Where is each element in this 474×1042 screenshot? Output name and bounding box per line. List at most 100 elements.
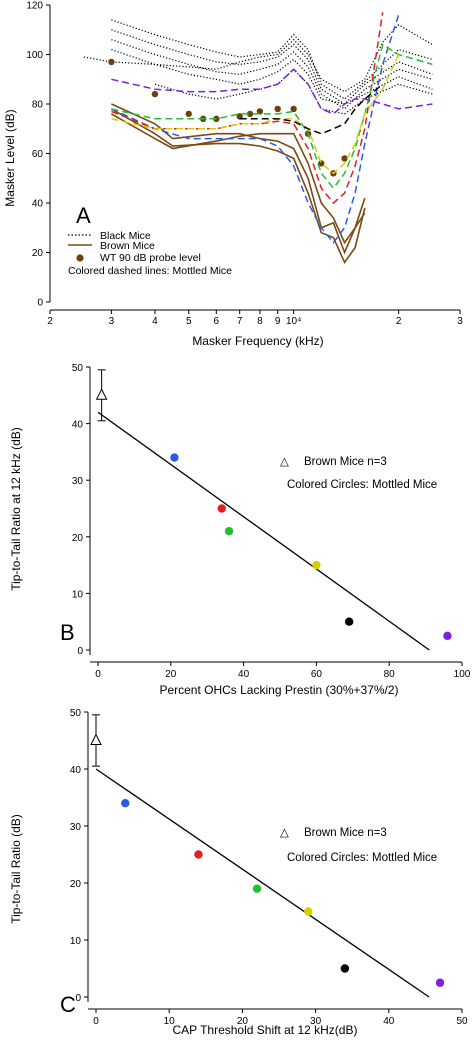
panel-b-y-tick-label: 10 [72,589,84,600]
panel-c-chart: 0 10 20 30 40 50 0 10 20 30 40 50 C △ Brown Mice n=… [9,708,468,1037]
panel-a-series-line-brown-6 [111,103,366,255]
legend-wt-probe-label: WT 90 dB probe level [100,252,201,264]
panel-b-y-tick-label: 0 [77,646,83,657]
panel-a-axes: 0 20 40 60 80 100 120 2 3 4 5 6 7 8 9 10⁴ 2 3 [26,1,463,328]
panel-a-wt-point [341,155,348,162]
panel-a-wt-point [151,90,159,98]
panel-c-mottled-point [340,964,350,973]
panel-a-x-tick-label: 6 [214,316,220,327]
panel-b-y-tick-label: 50 [72,363,84,374]
panel-b-x-tick-label: 40 [238,669,250,680]
panel-a-y-tick-label: 100 [26,50,43,61]
panel-b-xlabel: Percent OHCs Lacking Prestin (30%+37%/2) [159,683,398,697]
panel-c-x-tick-label: 30 [310,1016,322,1027]
panel-b-y-tick-label: 30 [72,476,84,487]
panel-c-mottled-point [435,978,445,987]
panel-c-marks [90,714,445,998]
panel-a-x-tick-label: 3 [457,316,463,327]
panel-a-y-tick-label: 0 [37,298,43,309]
panel-a-legend: Black Mice Brown Mice WT 90 dB probe lev… [68,230,232,277]
panel-a-series-line-brown-8 [111,113,366,245]
panel-a-y-tick-label: 20 [32,248,44,259]
panel-a-x-tick-label: 7 [237,316,243,327]
panel-a-series-line-black-2 [111,29,433,105]
panel-c-mottled-point [304,907,313,916]
panel-b-mottled-point [217,504,226,513]
panel-a-y-tick-label: 120 [26,1,43,12]
panel-b-ylabel: Tip-to-Tail Ratio at 12 kHz (dB) [9,427,23,591]
panel-c-ylabel: Tip-to-Tail Ratio (dB) [9,814,23,924]
panel-a-xlabel: Masker Frequency (kHz) [192,334,323,348]
panel-c-legend-brown: Brown Mice n=3 [304,827,387,839]
panel-a-series-line-mottled-10 [111,14,400,244]
panel-b-letter: B [60,620,75,645]
panel-a-wt-point [246,110,254,118]
panel-c-brown-triangle-point [90,733,102,745]
panel-b-x-tick-label: 100 [454,669,471,680]
panel-a-wt-point [290,105,297,113]
panel-a-x-tick-label: 9 [275,316,281,327]
panel-a-wt-point [236,113,243,120]
panel-a-series-line-black-3 [111,39,433,110]
panel-a-chart: 0 20 40 60 80 100 120 2 3 4 5 6 7 8 9 10⁴ 2 3 A Black Mic… [3,1,463,349]
legend-mottled-note: Colored dashed lines: Mottled Mice [68,265,232,277]
panel-b-legend-brown: Brown Mice n=3 [304,456,387,468]
panel-a-series-line-mottled-15 [111,68,433,115]
panel-b-mottled-point [224,526,234,536]
panel-a-letter: A [76,203,91,228]
panel-a-y-tick-label: 60 [32,149,44,160]
panel-b-mottled-point [312,560,321,570]
panel-a-x-tick-label: 3 [109,316,115,327]
panel-c-x-tick-label: 0 [93,1016,99,1027]
panel-c-legend-triangle: △ [280,827,290,839]
panel-a-x-tick-label: 5 [186,316,192,327]
panel-a-wt-point [274,105,281,113]
panel-c-x-tick-label: 40 [383,1016,395,1027]
panel-b-fit-line [97,411,430,651]
panel-c-y-tick-label: 10 [70,936,82,947]
panel-a-wt-point [213,115,220,123]
panel-a-series-line-mottled-13 [111,54,400,175]
panel-b-marks [95,369,452,651]
panel-a-wt-point [185,110,192,118]
panel-a-ylabel: Masker Level (dB) [3,109,17,206]
panel-b-mottled-point [443,631,452,641]
panel-c-axes: 0 10 20 30 40 50 0 10 20 30 40 50 [70,708,468,1027]
panel-a-x-tick-label: 8 [257,316,263,327]
panel-b-mottled-point [344,617,354,626]
legend-brown-mice-label: Brown Mice [100,240,155,252]
panel-c-y-tick-label: 20 [70,879,82,890]
panel-c-x-tick-label: 50 [456,1016,468,1027]
panel-a-series-line-black-4 [111,49,433,105]
panel-b-x-tick-label: 60 [311,669,323,680]
panel-c-mottled-point [121,799,130,808]
panel-c-legend-mottled: Colored Circles: Mottled Mice [287,852,437,864]
panel-c-x-tick-label: 10 [164,1016,176,1027]
panel-a-wt-point [108,58,115,66]
panel-a-x-tick-label: 4 [152,316,158,327]
panel-c-letter: C [60,992,76,1017]
panel-a-x-tick-label: 2 [47,316,53,327]
panel-c-x-tick-label: 20 [237,1016,249,1027]
panel-c-fit-line [95,768,430,998]
panel-b-brown-triangle-point [95,388,108,400]
panel-b-x-tick-label: 0 [95,669,101,680]
panel-a-x-tick-label: 2 [396,316,402,327]
panel-a-wt-point [318,160,325,167]
panel-a-series-line-mottled-11 [111,12,384,205]
panel-c-mottled-point [194,850,203,859]
panel-c-y-tick-label: 40 [70,765,82,776]
panel-b-x-tick-label: 80 [384,669,396,680]
panel-c-xlabel: CAP Threshold Shift at 12 kHz(dB) [173,1023,358,1037]
panel-b-y-tick-label: 40 [72,420,84,431]
panel-a-wt-point [256,108,264,115]
panel-a-x-tick-label: 10⁴ [286,316,301,327]
legend-wt-probe-dot [76,254,84,262]
legend-black-mice-label: Black Mice [100,230,151,242]
panel-a-series [83,12,433,265]
panel-a-series-line-brown-7 [111,108,366,265]
panel-b-y-tick-label: 20 [72,533,84,544]
panel-c-y-tick-label: 30 [70,822,82,833]
panel-b-legend-triangle: △ [280,456,290,468]
